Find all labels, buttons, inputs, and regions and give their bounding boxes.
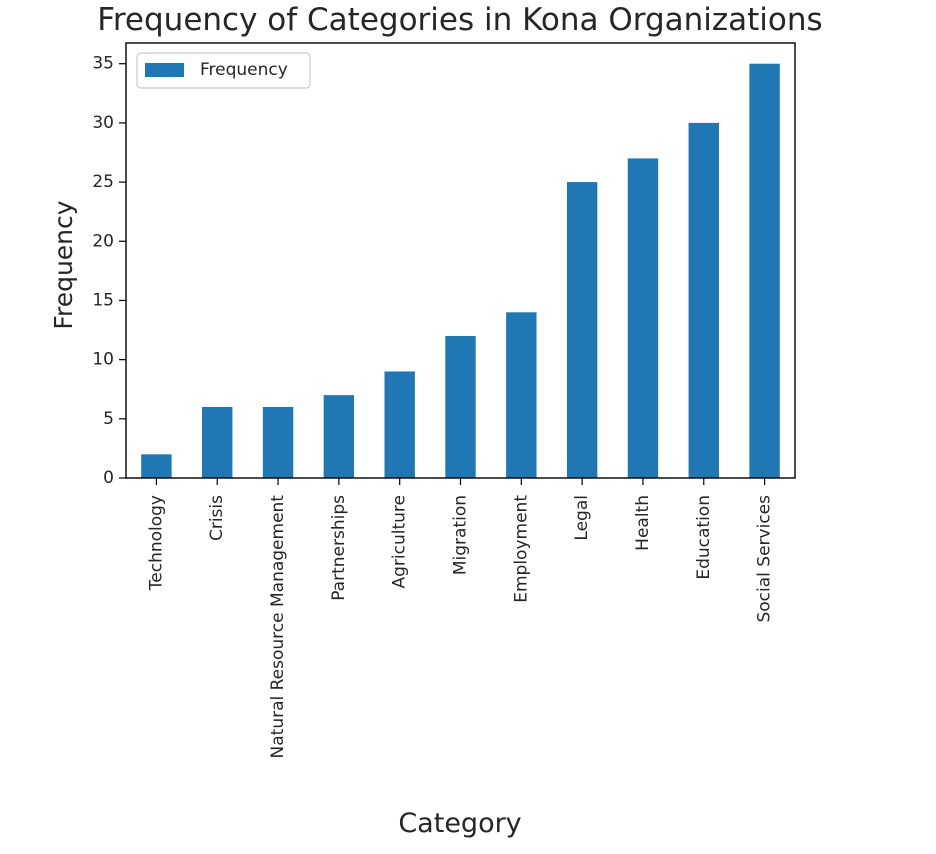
bar-natural-resource-management [262, 406, 294, 478]
y-tick-label: 10 [92, 350, 114, 370]
legend-swatch [145, 63, 184, 77]
y-tick-label: 20 [92, 231, 114, 251]
bars-group [141, 63, 780, 479]
y-tick-label: 25 [92, 172, 114, 192]
x-axis-ticks: Technology Crisis Natural Resource Managem… [146, 478, 775, 759]
bar-agriculture [384, 371, 415, 478]
x-tick-label: Health [633, 495, 653, 551]
x-tick-label: Migration [451, 495, 471, 575]
bar-crisis [202, 406, 233, 478]
y-tick-label: 0 [103, 468, 114, 488]
y-tick-label: 35 [92, 54, 114, 74]
y-tick-label: 30 [92, 113, 114, 133]
x-tick-label: Crisis [207, 495, 227, 541]
x-tick-label: Legal [572, 495, 592, 541]
legend-box [136, 52, 311, 89]
bar-legal [566, 182, 598, 478]
bar-employment [506, 312, 537, 478]
bar-technology [141, 454, 172, 478]
x-tick-label: Partnerships [329, 495, 349, 601]
y-tick-label: 5 [103, 409, 114, 429]
legend: Frequency [136, 52, 311, 89]
legend-label: Frequency [200, 60, 288, 80]
x-tick-label: Natural Resource Management [268, 495, 288, 759]
y-axis-ticks: 0 5 10 15 20 25 30 35 [92, 54, 126, 488]
bar-migration [445, 335, 476, 478]
y-tick-label: 15 [92, 290, 114, 310]
chart-title: Frequency of Categories in Kona Organiza… [97, 2, 822, 38]
x-tick-label: Technology [146, 495, 166, 591]
bar-education [688, 122, 719, 479]
x-tick-label: Social Services [755, 495, 775, 623]
x-tick-label: Employment [511, 495, 531, 603]
plot-area-frame [125, 42, 796, 479]
bar-social-services [749, 63, 780, 478]
x-axis-label: Category [398, 808, 521, 839]
y-axis-label: Frequency [49, 200, 78, 329]
x-tick-label: Education [694, 495, 714, 580]
bar-health [627, 158, 659, 479]
x-tick-label: Agriculture [390, 495, 410, 589]
bar-partnerships [323, 395, 355, 478]
